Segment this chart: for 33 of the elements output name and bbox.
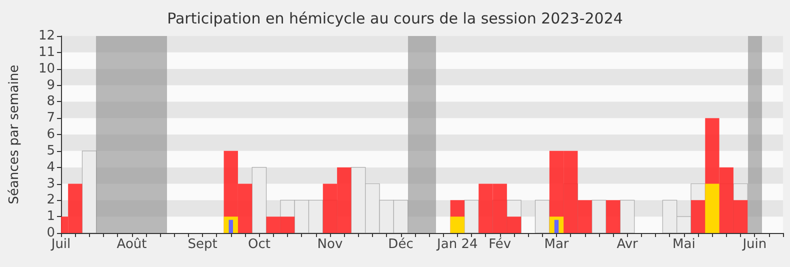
chart-title: Participation en hémicycle au cours de la session 2023-2024 — [167, 10, 623, 28]
bar — [592, 200, 606, 233]
x-tick-label: Oct — [248, 237, 270, 252]
x-tick-label: Août — [116, 237, 147, 252]
y-tick-label: 3 — [46, 176, 55, 192]
y-tick-label: 2 — [46, 192, 55, 208]
y-tick-label: 7 — [46, 110, 55, 126]
x-tick-label: Nov — [317, 237, 343, 252]
x-tick-label: Juin — [742, 237, 767, 252]
bar — [705, 184, 720, 233]
bar — [464, 200, 479, 233]
x-tick-label: Sept — [188, 237, 218, 252]
bar — [228, 220, 234, 233]
y-tick-label: 4 — [46, 160, 55, 175]
y-tick-label: 5 — [46, 143, 55, 158]
y-tick-label: 11 — [38, 44, 55, 60]
x-tick-label: Jan 24 — [436, 237, 478, 252]
bar — [554, 220, 559, 233]
y-tick-label: 6 — [46, 127, 55, 142]
bar — [450, 216, 464, 233]
x-tick-label: Avr — [616, 237, 639, 252]
y-tick-label: 12 — [38, 28, 55, 44]
y-tick-label: 1 — [46, 209, 55, 224]
y-tick-label: 8 — [46, 94, 55, 110]
bar — [606, 200, 620, 233]
x-tick-label: Fév — [488, 237, 512, 252]
y-axis-title: Séances par semaine — [7, 64, 22, 204]
y-tick-label: 10 — [38, 61, 55, 76]
y-tick-label: 9 — [46, 78, 55, 93]
bar — [690, 200, 706, 233]
x-tick-label: Mai — [672, 237, 696, 252]
x-tick-label: Mar — [544, 237, 570, 252]
x-tick-label: Déc — [388, 237, 414, 252]
